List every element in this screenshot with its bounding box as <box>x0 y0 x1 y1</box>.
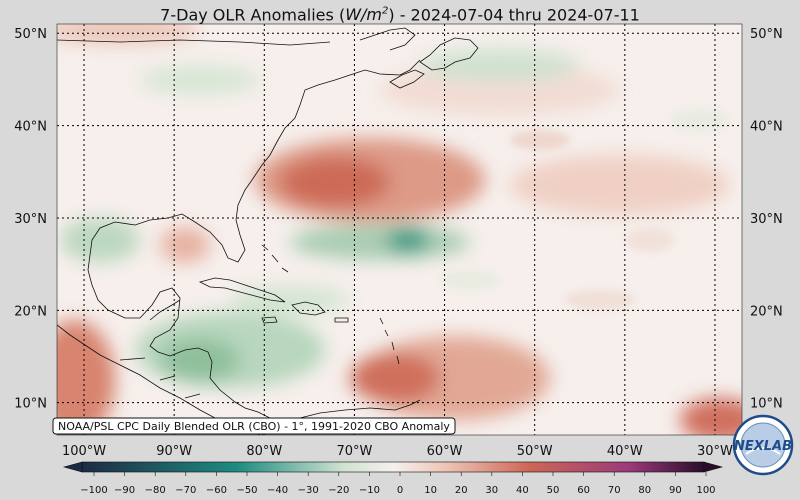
colorbar-tick-label: −50 <box>236 485 257 496</box>
colorbar-tick-label: 90 <box>669 485 682 496</box>
lat-tick-label-right: 40°N <box>750 120 783 135</box>
anomaly-gulf-coast <box>60 218 140 262</box>
yucatan <box>149 299 181 321</box>
colorbar-tick-label: −30 <box>298 485 319 496</box>
colorbar-ticks: −100 −90 −80 −70 −60 −50 −40 −30 −20 −10 0 10 20 30 40… <box>80 472 716 496</box>
source-note-box: NOAA/PSL CPC Daily Blended OLR (CBO) - 1… <box>52 417 456 435</box>
colorbar-tick-label: 0 <box>397 485 403 496</box>
lon-tick-label: 100°W <box>62 444 106 459</box>
lon-tick-label: 60°W <box>427 444 463 459</box>
anomaly-tropical-atlantic-core <box>350 353 440 403</box>
bahamas <box>261 244 289 273</box>
anomaly-mexico-pacific <box>57 320 115 435</box>
anomaly-sw-corner <box>680 398 742 435</box>
jamaica <box>261 316 278 324</box>
colorbar-tick-label: 40 <box>516 485 529 496</box>
anomaly-field <box>57 24 742 435</box>
colorbar-extend-low <box>62 461 83 473</box>
colorbar-tick-label: −60 <box>206 485 227 496</box>
colorbar-tick-label: 70 <box>608 485 621 496</box>
anomaly-subtropical-band-core <box>386 228 430 252</box>
lat-tick-label-right: 50°N <box>750 27 783 42</box>
anomaly-north-atlantic <box>380 65 620 115</box>
map-panel <box>57 24 742 435</box>
colorbar-tick-label: −20 <box>328 485 349 496</box>
nexlab-logo-icon: NEXLAB <box>732 414 794 476</box>
lat-tick-label-left: 10°N <box>14 397 47 412</box>
hispaniola <box>291 301 326 316</box>
anomaly-subtropical-band <box>290 224 470 260</box>
colorbar-tick-label: −40 <box>267 485 288 496</box>
logo-text: NEXLAB <box>734 439 792 454</box>
anomaly-newfoundland <box>420 49 580 81</box>
lat-tick-label-left: 30°N <box>14 212 47 227</box>
colorbar-tick-label: −80 <box>145 485 166 496</box>
source-note: NOAA/PSL CPC Daily Blended OLR (CBO) - 1… <box>58 420 450 433</box>
nova-scotia <box>389 69 425 89</box>
lon-tick-label: 80°W <box>246 444 282 459</box>
lat-tick-label-left: 40°N <box>14 120 47 135</box>
anomaly-central-atlantic <box>510 155 730 215</box>
great-lakes-border <box>57 39 331 46</box>
lon-tick-label: 30°W <box>697 444 733 459</box>
colorbar-tick-label: −90 <box>114 485 135 496</box>
map-frame <box>56 23 743 436</box>
lat-tick-label-left: 20°N <box>14 304 47 319</box>
anomaly-north-edge <box>57 24 200 44</box>
central-america-borders <box>119 357 201 399</box>
colorbar-tick-label: 60 <box>577 485 590 496</box>
colorbar-tick-label: 20 <box>455 485 468 496</box>
colorbar-tick-label: 100 <box>696 485 715 496</box>
newfoundland <box>419 37 479 71</box>
colorbar-tick-label: 80 <box>638 485 651 496</box>
graticule <box>57 24 742 435</box>
colorbar-tick-label: −70 <box>175 485 196 496</box>
lon-tick-label: 90°W <box>156 444 192 459</box>
colorbar: −100 −90 −80 −70 −60 −50 −40 −30 −20 −10 0 10 20 30 40… <box>62 461 724 496</box>
anomaly-central-america-core <box>160 338 240 382</box>
lon-tick-label: 40°W <box>607 444 643 459</box>
lat-labels-right: 10°N 20°N 30°N 40°N 50°N <box>750 27 783 411</box>
lat-tick-label-right: 30°N <box>750 212 783 227</box>
lon-tick-label: 70°W <box>336 444 372 459</box>
page-title: 7-Day OLR Anomalies (W/m2) - 2024-07-04 … <box>160 5 640 25</box>
anomaly-north-us <box>140 66 260 94</box>
lat-labels-left: 10°N 20°N 30°N 40°N 50°N <box>14 27 47 411</box>
colorbar-ramp <box>81 461 705 473</box>
anomaly-off-us-east-coast-core <box>280 157 390 207</box>
gulf-st-lawrence <box>359 27 416 51</box>
colorbar-tick-label: 30 <box>485 485 498 496</box>
anomaly-gulf <box>160 227 210 263</box>
lon-labels: 100°W 90°W 80°W 70°W 60°W 50°W 40°W 30°W <box>62 444 733 459</box>
lat-tick-label-left: 50°N <box>14 27 47 42</box>
colorbar-tick-label: −100 <box>80 485 107 496</box>
anomaly-caribbean <box>230 286 350 314</box>
cuba <box>198 277 286 303</box>
colorbar-extend-high <box>703 461 724 473</box>
lesser-antilles <box>379 317 400 365</box>
lat-tick-label-right: 20°N <box>750 304 783 319</box>
colorbar-tick-label: 50 <box>547 485 560 496</box>
colorbar-tick-label: −10 <box>359 485 380 496</box>
lat-tick-label-right: 10°N <box>750 397 783 412</box>
us-east-coast <box>87 59 421 431</box>
colorbar-tick-label: 10 <box>424 485 437 496</box>
lon-tick-label: 50°W <box>517 444 553 459</box>
puerto-rico <box>334 317 349 323</box>
